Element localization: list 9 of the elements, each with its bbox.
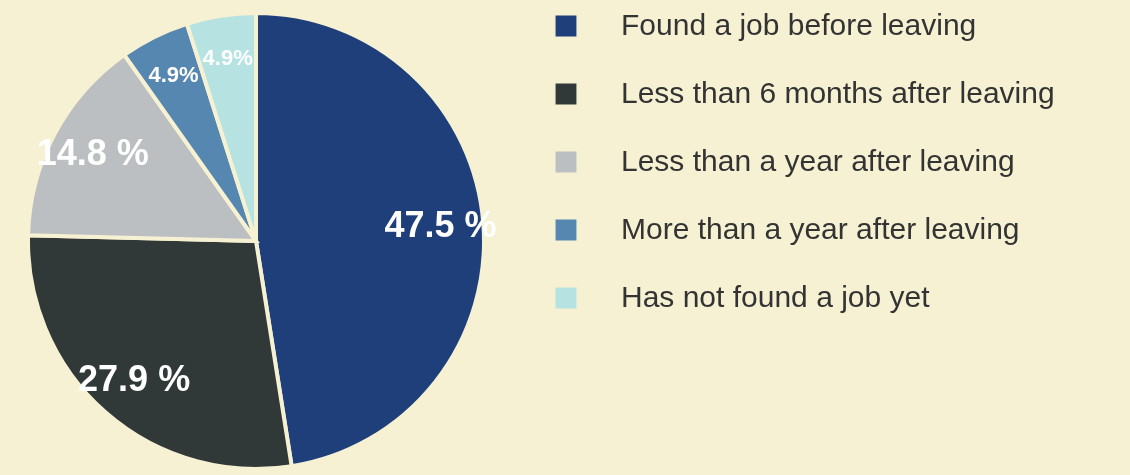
data-label: 14.8 % (36, 131, 149, 173)
legend-label: Less than 6 months after leaving (621, 76, 1055, 109)
legend-label: Less than a year after leaving (621, 144, 1015, 177)
legend-label: Has not found a job yet (621, 280, 931, 313)
legend-label: More than a year after leaving (621, 212, 1020, 245)
data-label: 4.9% (148, 62, 199, 88)
legend-label: Found a job before leaving (621, 8, 977, 41)
data-label: 27.9 % (78, 358, 191, 400)
data-label: 4.9% (202, 45, 253, 71)
